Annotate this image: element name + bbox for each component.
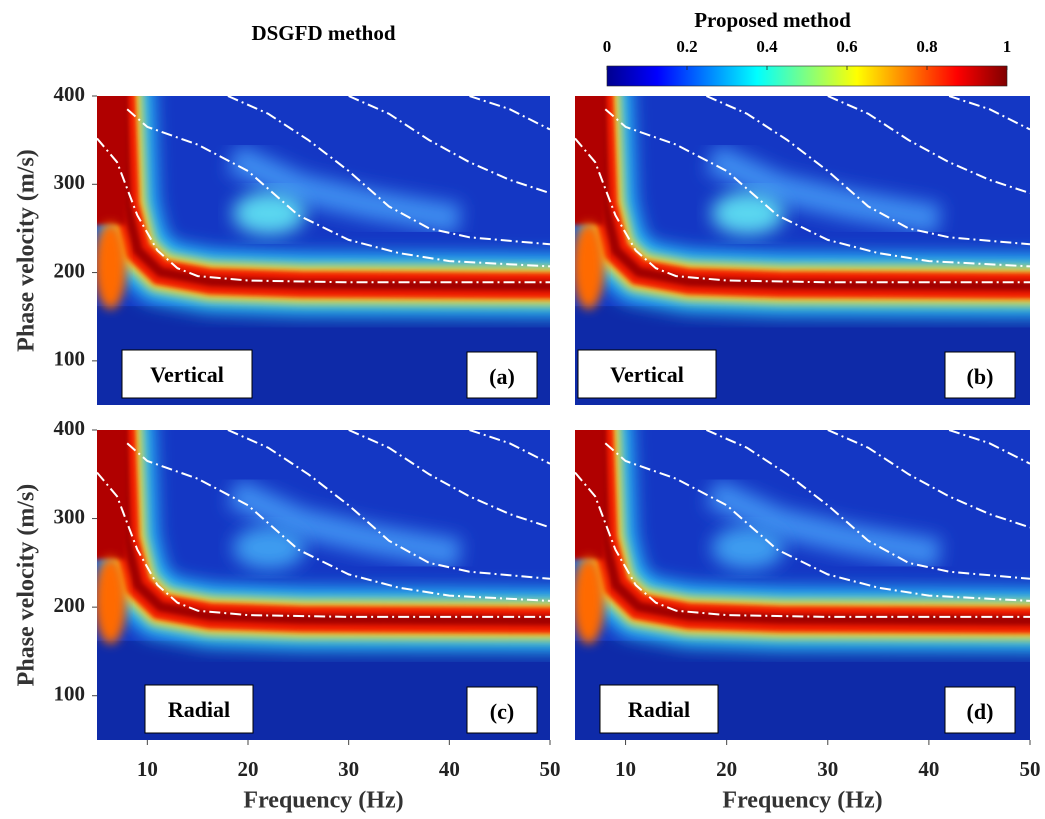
y-tick-label: 300 [54,170,86,194]
y-tick-label: 100 [54,682,86,706]
dispersion-curve [948,96,1030,131]
panel-label: (c) [490,699,514,724]
y-axis-label: Phase velocity (m/s) [14,149,40,352]
dispersion-curve [604,442,1030,602]
component-label: Radial [628,697,690,722]
dispersion-curve [97,471,550,618]
energy-blob [705,478,942,569]
dispersion-curve [948,430,1030,465]
y-tick-label: 200 [54,258,86,282]
heatmap-panel [575,430,1030,740]
energy-column [97,96,127,226]
component-label: Vertical [610,362,684,387]
energy-band [595,430,1030,626]
y-tick-label: 400 [54,82,86,106]
heatmap-panel [97,96,550,405]
panel-label: (b) [967,364,994,389]
dispersion-curve [126,442,550,602]
energy-blob [711,191,785,236]
x-tick-label: 40 [918,757,939,781]
dispersion-curve [97,137,550,284]
x-tick-label: 10 [137,757,158,781]
component-label: Radial [168,697,230,722]
energy-blob [705,144,942,235]
panel-label: (a) [489,364,515,389]
panel-label-box [466,686,538,734]
energy-column [97,557,127,644]
colorbar-tick-label: 0 [603,37,612,56]
component-box [144,684,254,734]
colorbar [606,65,1008,87]
x-tick-label: 20 [716,757,737,781]
energy-blob [232,526,306,570]
energy-blob [232,191,306,236]
column-title: Proposed method [694,8,851,32]
x-axis-label: Frequency (Hz) [722,788,882,814]
dispersion-curve [126,108,550,268]
component-label: Vertical [150,362,224,387]
energy-blob [226,478,462,569]
energy-column [575,96,605,226]
dispersion-curve [469,430,550,465]
panel-label: (d) [967,699,994,724]
y-tick-label: 200 [54,593,86,617]
colorbar-tick-label: 0.8 [916,37,937,56]
colorbar-tick-label: 0.6 [836,37,857,56]
energy-column [575,557,605,644]
dispersion-curve [604,108,1030,268]
y-tick-label: 300 [54,504,86,528]
energy-blob [711,526,785,570]
y-axis-label: Phase velocity (m/s) [14,484,40,687]
x-tick-label: 20 [238,757,259,781]
energy-column [97,430,127,560]
component-box [121,349,253,399]
dispersion-curve [469,96,550,131]
dispersion-curve [227,96,550,246]
x-tick-label: 30 [338,757,359,781]
y-tick-label: 400 [54,416,86,440]
dispersion-curve [575,137,1030,284]
energy-blob [226,144,462,235]
colorbar-tick-label: 1 [1003,37,1012,56]
energy-band [595,96,1030,291]
panel-label-box [466,351,538,399]
energy-column [575,222,605,310]
y-tick-label: 100 [54,347,86,371]
column-title: DSGFD method [251,21,395,45]
dispersion-curve [705,430,1030,580]
x-tick-label: 50 [540,757,561,781]
component-box [599,684,719,734]
energy-column [97,222,127,310]
dispersion-curve [827,96,1030,195]
x-axis-label: Frequency (Hz) [243,788,403,814]
dispersion-curve [348,96,550,195]
x-tick-label: 50 [1020,757,1041,781]
dispersion-curve [575,471,1030,618]
colorbar-tick-label: 0.4 [756,37,778,56]
dispersion-curve [827,430,1030,529]
x-tick-label: 40 [439,757,460,781]
panel-label-box [944,351,1016,399]
component-box [577,349,717,399]
dispersion-curve [227,430,550,580]
dispersion-curve [348,430,550,529]
dispersion-curve [705,96,1030,246]
energy-column [575,430,605,560]
x-tick-label: 30 [817,757,838,781]
x-tick-label: 10 [615,757,636,781]
panel-label-box [944,686,1016,734]
colorbar-tick-label: 0.2 [676,37,697,56]
